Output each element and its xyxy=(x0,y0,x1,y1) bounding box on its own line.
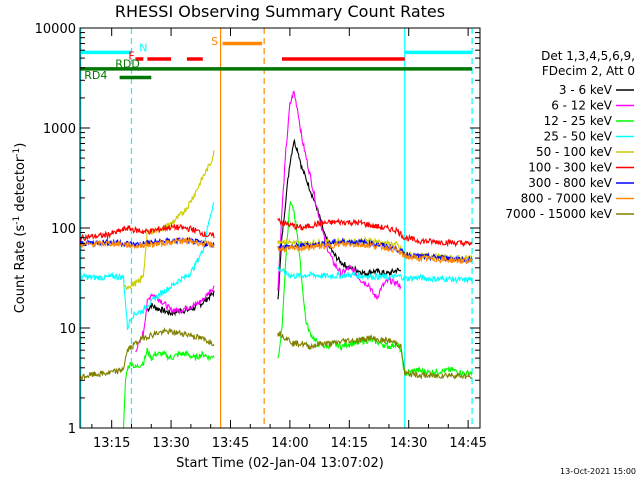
legend-label: 100 - 300 keV xyxy=(528,161,612,175)
x-tick-label: 14:30 xyxy=(390,436,427,451)
y-axis-label: Count Rate (s-1 detector-1) xyxy=(12,143,28,314)
plot-frame xyxy=(79,27,481,429)
series-line xyxy=(80,236,473,264)
y-axis-label-part: Count Rate (s xyxy=(13,225,28,314)
y-axis: 1 10 100 1000 10000 xyxy=(35,22,480,437)
legend-label: 25 - 50 keV xyxy=(544,130,613,144)
flag-label: F xyxy=(128,50,134,63)
legend-label: 800 - 7000 keV xyxy=(521,192,613,206)
y-tick-label: 10 xyxy=(59,322,76,337)
x-tick-label: 14:00 xyxy=(271,436,308,451)
legend-label: 300 - 800 keV xyxy=(528,176,612,190)
plot-area xyxy=(80,28,473,428)
y-tick-label: 100 xyxy=(51,222,76,237)
legend-header: FDecim 2, Att 0 xyxy=(542,64,635,78)
series-line xyxy=(80,202,473,330)
x-tick-label: 14:15 xyxy=(331,436,368,451)
y-axis-label-part: detector xyxy=(13,156,28,216)
x-tick-label: 13:45 xyxy=(212,436,249,451)
x-tick-label: 13:15 xyxy=(93,436,130,451)
legend-label: 50 - 100 keV xyxy=(536,145,613,159)
legend-label: 6 - 12 keV xyxy=(551,99,613,113)
flag-label: RD4 xyxy=(84,69,107,82)
series-line xyxy=(80,217,473,248)
legend: Det 1,3,4,5,6,9,FDecim 2, Att 0 3 - 6 keV… xyxy=(505,49,635,221)
series-line xyxy=(80,327,473,381)
y-axis-label-part: ) xyxy=(13,143,28,148)
legend-label: 12 - 25 keV xyxy=(544,114,613,128)
generation-timestamp: 13-Oct-2021 15:00 xyxy=(560,467,636,476)
flag-label: S xyxy=(211,35,218,48)
x-axis: 13:15 13:30 13:45 14:00 14:15 14:30 14:45 xyxy=(91,28,487,451)
y-axis-label-exponent: -1 xyxy=(12,216,22,225)
legend-label: 7000 - 15000 keV xyxy=(505,207,612,221)
x-axis-label: Start Time (02-Jan-04 13:07:02) xyxy=(176,456,384,471)
chart-title: RHESSI Observing Summary Count Rates xyxy=(115,2,445,21)
series-line xyxy=(123,201,473,428)
flag-label: N xyxy=(139,41,147,54)
y-tick-label: 10000 xyxy=(35,22,76,37)
x-tick-label: 14:45 xyxy=(449,436,486,451)
y-axis-label-exponent: -1 xyxy=(12,148,22,157)
legend-header: Det 1,3,4,5,6,9, xyxy=(541,49,635,63)
y-tick-label: 1000 xyxy=(43,122,76,137)
x-tick-label: 13:30 xyxy=(152,436,189,451)
flag-label: RDD xyxy=(115,58,140,71)
y-tick-label: 1 xyxy=(68,422,76,437)
legend-label: 3 - 6 keV xyxy=(559,83,613,97)
series-line xyxy=(80,236,473,264)
series-line xyxy=(123,150,473,291)
series-line xyxy=(135,90,402,353)
